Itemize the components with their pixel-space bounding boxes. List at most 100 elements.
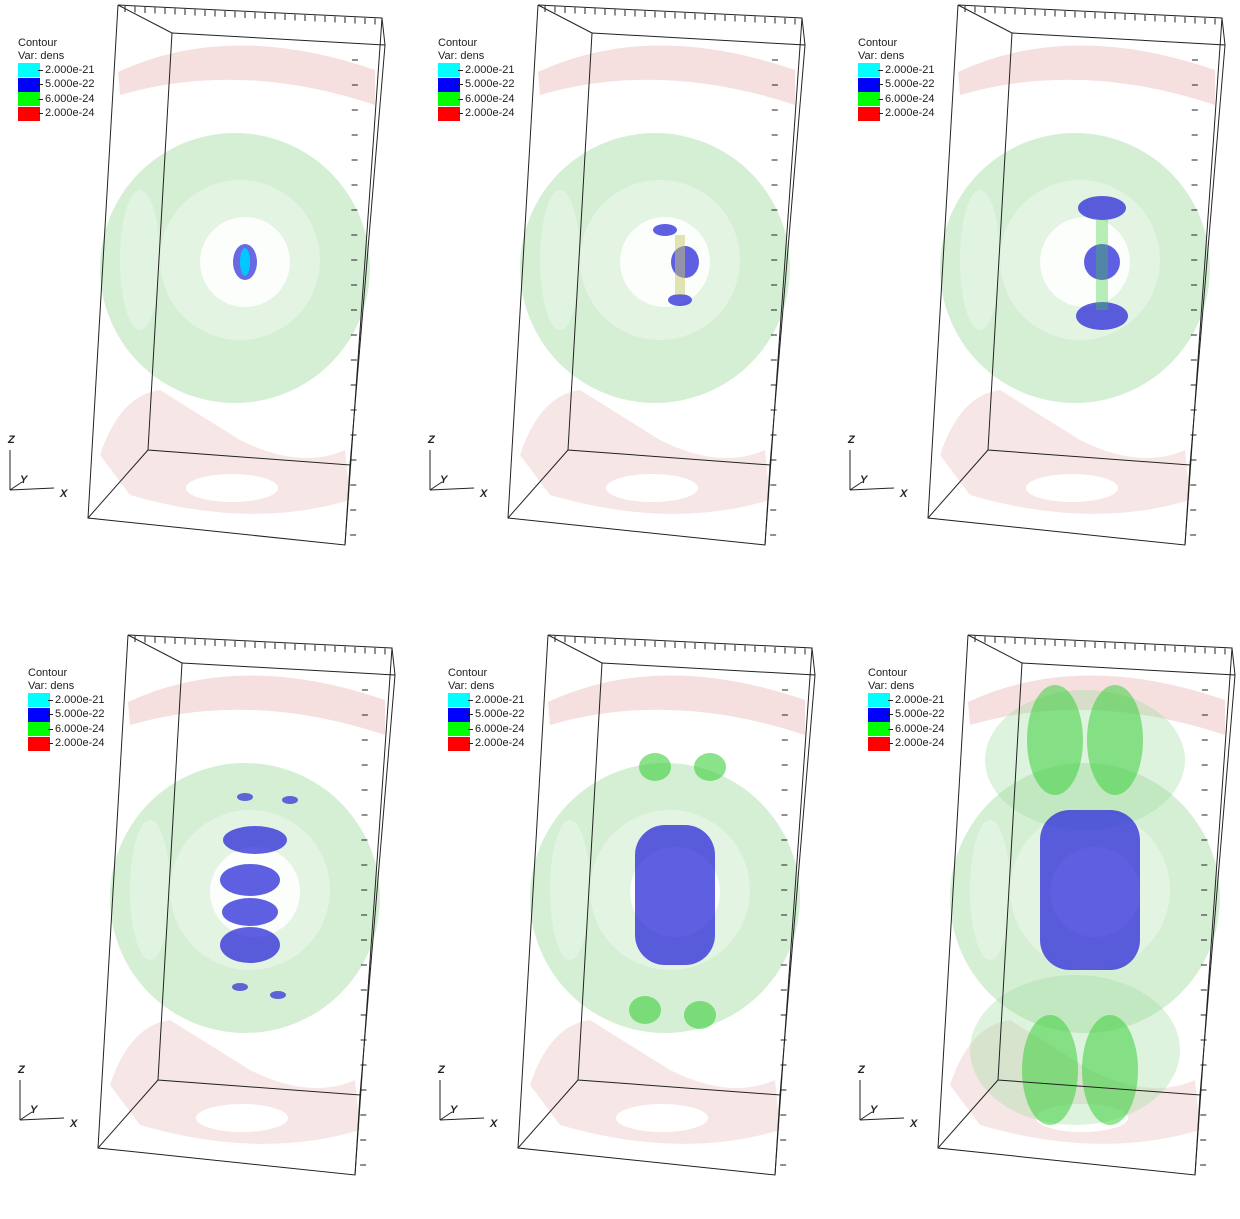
legend-value: 2.000e-24 <box>885 107 935 120</box>
legend-tick <box>878 69 883 71</box>
legend-swatch <box>18 63 40 78</box>
shell-highlight <box>130 820 170 960</box>
legend-value: 2.000e-21 <box>475 693 525 706</box>
volume-render <box>937 634 1236 1176</box>
legend-variable: Var: dens <box>868 680 915 692</box>
jet-lobe <box>653 224 677 236</box>
axis-label-y: Y <box>450 1104 458 1116</box>
upper-ring <box>548 675 805 735</box>
upper-ring <box>118 45 375 105</box>
axis-label-y: Y <box>30 1104 38 1116</box>
legend-tick <box>48 728 53 730</box>
axes-triad: Z Y X <box>844 432 914 502</box>
legend-entry: 5.000e-22 <box>448 707 525 723</box>
legend-swatch <box>858 63 880 78</box>
ring-opening <box>616 1104 708 1132</box>
upper-ring <box>538 45 795 105</box>
legend-tick <box>38 98 43 100</box>
knot-plume <box>1027 685 1083 795</box>
axis-label-x: X <box>900 488 908 500</box>
legend-entry: 2.000e-21 <box>28 693 105 708</box>
legend-tick <box>878 98 883 100</box>
legend-tick <box>878 113 883 115</box>
legend-swatch <box>28 722 50 737</box>
legend-value: 6.000e-24 <box>885 92 935 105</box>
shell-highlight <box>120 190 160 330</box>
legend-entry: 2.000e-24 <box>868 736 945 752</box>
knot <box>629 996 661 1024</box>
jet-body <box>635 825 715 965</box>
legend-value: 5.000e-22 <box>55 708 105 721</box>
legend-value: 6.000e-24 <box>895 722 945 735</box>
legend-value: 2.000e-24 <box>895 737 945 750</box>
core-cyan <box>240 248 250 276</box>
knot <box>232 983 248 991</box>
legend-tick <box>888 714 893 716</box>
legend-swatch <box>858 106 880 121</box>
legend-variable: Var: dens <box>18 50 65 62</box>
legend-entry: 2.000e-24 <box>438 106 515 122</box>
legend-tick <box>38 113 43 115</box>
legend-swatch <box>438 77 460 92</box>
legend-variable: Var: dens <box>858 50 905 62</box>
legend-tick <box>48 743 53 745</box>
legend-value: 5.000e-22 <box>885 78 935 91</box>
legend-tick <box>468 714 473 716</box>
lower-ring <box>520 390 770 514</box>
legend-value: 2.000e-24 <box>465 107 515 120</box>
legend-value: 2.000e-21 <box>55 693 105 706</box>
legend-entry: 2.000e-21 <box>438 63 515 78</box>
legend-variable: Var: dens <box>448 680 495 692</box>
legend-value: 2.000e-21 <box>885 63 935 76</box>
upper-ring <box>128 675 385 735</box>
legend-swatch <box>438 92 460 107</box>
shell-highlight <box>550 820 590 960</box>
legend-value: 6.000e-24 <box>45 92 95 105</box>
outflow <box>233 244 257 280</box>
jet-lobe <box>1084 244 1120 280</box>
legend-value: 2.000e-24 <box>475 737 525 750</box>
legend-tick <box>888 699 893 701</box>
legend-entry: 2.000e-21 <box>18 63 95 78</box>
axis-label-x: X <box>60 488 68 500</box>
legend-tick <box>458 69 463 71</box>
volume-render <box>87 4 386 546</box>
contour-legend: Contour Var: dens 2.000e-21 5.000e-22 6.000e… <box>448 667 525 751</box>
legend-title: Contour <box>28 667 68 679</box>
legend-swatch <box>868 736 890 751</box>
legend-tick <box>458 98 463 100</box>
lower-ring <box>530 1020 780 1144</box>
legend-entry: 6.000e-24 <box>868 722 945 737</box>
legend-swatch <box>438 63 460 78</box>
legend-value: 5.000e-22 <box>475 708 525 721</box>
axes-triad: Z Y X <box>4 432 74 502</box>
legend-tick <box>468 743 473 745</box>
jet-core <box>1096 220 1108 310</box>
legend-swatch <box>18 106 40 121</box>
ring-opening <box>1026 474 1118 502</box>
legend-swatch <box>448 693 470 708</box>
render-panel-4: Contour Var: dens 2.000e-21 5.000e-22 6.000e… <box>10 630 423 1219</box>
legend-swatch <box>18 92 40 107</box>
legend-title: Contour <box>438 37 478 49</box>
volume-render <box>927 4 1226 546</box>
legend-entry: 2.000e-24 <box>28 736 105 752</box>
legend-swatch <box>868 693 890 708</box>
contour-legend: Contour Var: dens 2.000e-21 5.000e-22 6.000e… <box>868 667 945 751</box>
legend-title: Contour <box>18 37 58 49</box>
contour-legend: Contour Var: dens 2.000e-21 5.000e-22 6.000e… <box>438 37 515 121</box>
knot <box>282 796 298 804</box>
legend-swatch <box>28 707 50 722</box>
contour-legend: Contour Var: dens 2.000e-21 5.000e-22 6.000e… <box>858 37 935 121</box>
legend-tick <box>888 743 893 745</box>
shell-highlight <box>960 190 1000 330</box>
axis-label-y: Y <box>860 474 868 486</box>
axes-triad: Z Y X <box>854 1062 924 1132</box>
axes-triad: Z Y X <box>434 1062 504 1132</box>
shell-cavity <box>620 217 710 307</box>
legend-title: Contour <box>448 667 488 679</box>
legend-tick <box>38 84 43 86</box>
volume-render <box>507 4 806 546</box>
legend-value: 2.000e-21 <box>895 693 945 706</box>
legend-tick <box>48 699 53 701</box>
